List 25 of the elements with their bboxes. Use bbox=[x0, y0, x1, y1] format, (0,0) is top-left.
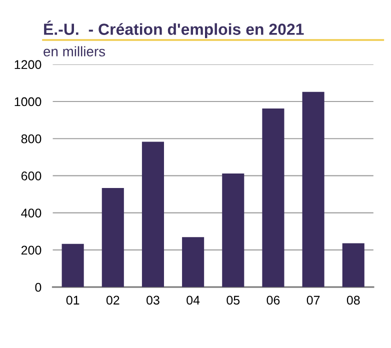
x-tick-label: 04 bbox=[186, 296, 200, 305]
bar bbox=[262, 108, 284, 288]
bar bbox=[222, 174, 244, 288]
y-axis-title: en milliers bbox=[44, 46, 106, 56]
chart-title: É.-U. - Création d'emplois en 2021 bbox=[44, 20, 304, 38]
x-tick-label: 03 bbox=[146, 296, 160, 305]
x-tick-label: 02 bbox=[106, 296, 120, 305]
x-tick-label: 01 bbox=[66, 296, 80, 305]
bar bbox=[302, 92, 324, 288]
y-tick-label: 1200 bbox=[14, 60, 42, 70]
bar bbox=[182, 237, 204, 288]
x-tick-label: 05 bbox=[226, 296, 240, 305]
x-tick-label: 07 bbox=[306, 296, 320, 305]
y-tick-label: 200 bbox=[21, 246, 42, 255]
y-tick-label: 800 bbox=[21, 134, 42, 144]
y-tick-label: 400 bbox=[21, 208, 42, 218]
x-tick-label: 06 bbox=[266, 296, 280, 305]
x-tick-label: 08 bbox=[346, 296, 360, 305]
bar bbox=[142, 142, 164, 288]
bar bbox=[102, 188, 124, 288]
y-tick-label: 0 bbox=[35, 282, 42, 292]
y-tick-label: 1000 bbox=[14, 97, 42, 106]
bar bbox=[62, 244, 84, 288]
y-tick-label: 600 bbox=[21, 172, 42, 180]
bar bbox=[342, 243, 364, 288]
